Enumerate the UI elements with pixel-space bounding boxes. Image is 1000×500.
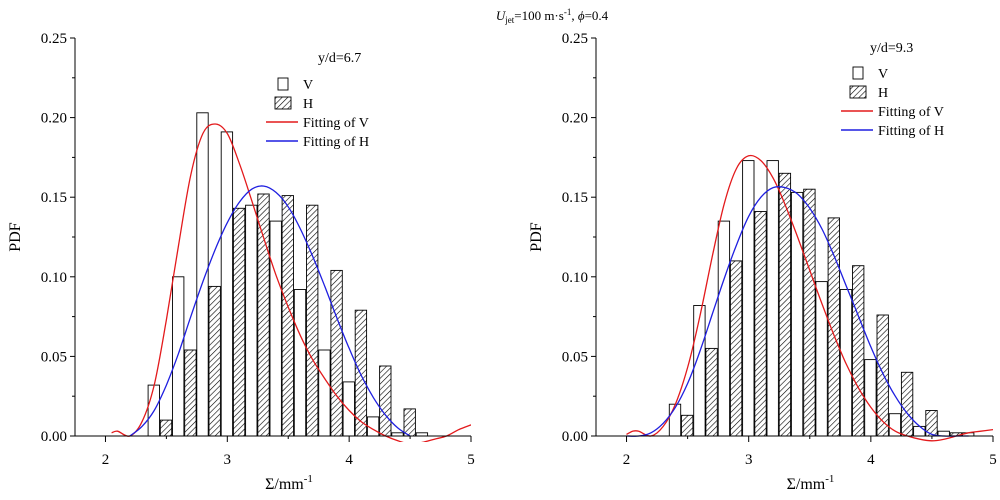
bar-h [257,193,270,437]
legend-swatch-h [274,96,292,110]
legend: VH Fitting of V Fitting of H [266,77,369,150]
fitting-of-v-curve [626,154,993,442]
x-tick-label: 5 [467,452,475,468]
bar-h [330,269,343,437]
fitting-of-v-curve [111,123,471,442]
bar-h [208,285,221,437]
bar-h [803,188,816,437]
y-tick-label: 0.00 [562,429,588,445]
bar-h [184,349,197,437]
x-tick-label: 3 [224,452,232,468]
y-tick-label: 0.00 [41,429,67,445]
y-tick-label: 0.10 [41,270,67,286]
legend-label: H [878,86,888,101]
legend-label: Fitting of V [878,105,944,120]
y-tick-label: 0.10 [562,270,588,286]
x-tick-label: 4 [345,452,353,468]
figure-title: Ujet=100 m·s-1, ϕ=0.4 [496,7,609,25]
panel-title: y/d=6.7 [318,51,361,66]
fitting-of-h-curve [626,186,969,437]
panel-title: y/d=9.3 [870,41,913,56]
bar-h [306,204,319,437]
x-tick-label: 4 [867,452,875,468]
bar-h [232,207,246,437]
legend-swatch-h [849,85,867,99]
y-tick-label: 0.05 [41,349,67,365]
bar-v [790,191,804,437]
bar-v [742,160,755,437]
y-tick-label: 0.05 [562,349,588,365]
bar-v [269,220,282,437]
legend-label: V [878,67,888,82]
chart-panel-right: 0.00 0.05 0.10 0.15 0.20 0.25 2 3 4 5 PDF Σ/mm-1 y/d… [528,31,997,493]
bar-h [827,217,840,437]
legend-label: H [303,97,313,112]
bar-v [220,131,234,437]
x-tick-label: 2 [102,452,110,468]
x-axis-label: Σ/mm-1 [787,473,835,493]
bar-h [900,371,914,437]
bar-v [815,281,828,437]
fitting-of-h-curve [129,185,411,437]
legend-label: Fitting of H [878,124,944,139]
bar-h [754,211,767,437]
bar-h [705,347,718,437]
bar-v [196,112,209,437]
bar-v [342,381,355,437]
y-tick-label: 0.15 [562,190,588,206]
bar-v [913,425,926,437]
bar-v [318,349,331,437]
legend: VH Fitting of V Fitting of H [841,66,944,139]
bar-h [729,260,743,437]
y-tick-label: 0.25 [41,31,67,47]
bar-h [354,309,368,437]
bar-v [766,160,779,437]
bar-h [681,414,694,437]
y-tick-label: 0.20 [41,111,67,127]
bar-v [293,289,307,437]
chart-panel-left: 0.00 0.05 0.10 0.15 0.20 0.25 2 3 4 5 PDF Σ/mm-1 y/d… [7,31,475,493]
y-tick-label: 0.25 [562,31,588,47]
y-axis-label: PDF [528,222,545,251]
legend-label: Fitting of H [303,135,369,150]
bar-v [172,276,185,437]
legend-label: V [303,78,313,93]
x-axis-label: Σ/mm-1 [265,473,313,493]
bar-v [245,204,258,437]
bar-h [403,408,416,437]
bar-h [852,265,865,437]
bar-h [159,419,173,437]
bar-v [717,220,731,437]
x-tick-label: 5 [989,452,997,468]
x-tick-label: 3 [745,452,753,468]
y-axis-label: PDF [7,222,24,251]
x-tick-label: 2 [623,452,631,468]
bar-v [693,305,706,437]
y-tick-label: 0.20 [562,111,588,127]
legend-label: Fitting of V [303,116,369,131]
legend-swatch-v [852,66,864,80]
bar-v [864,359,877,437]
y-tick-label: 0.15 [41,190,67,206]
legend-swatch-v [277,77,289,91]
bar-h [379,365,392,437]
